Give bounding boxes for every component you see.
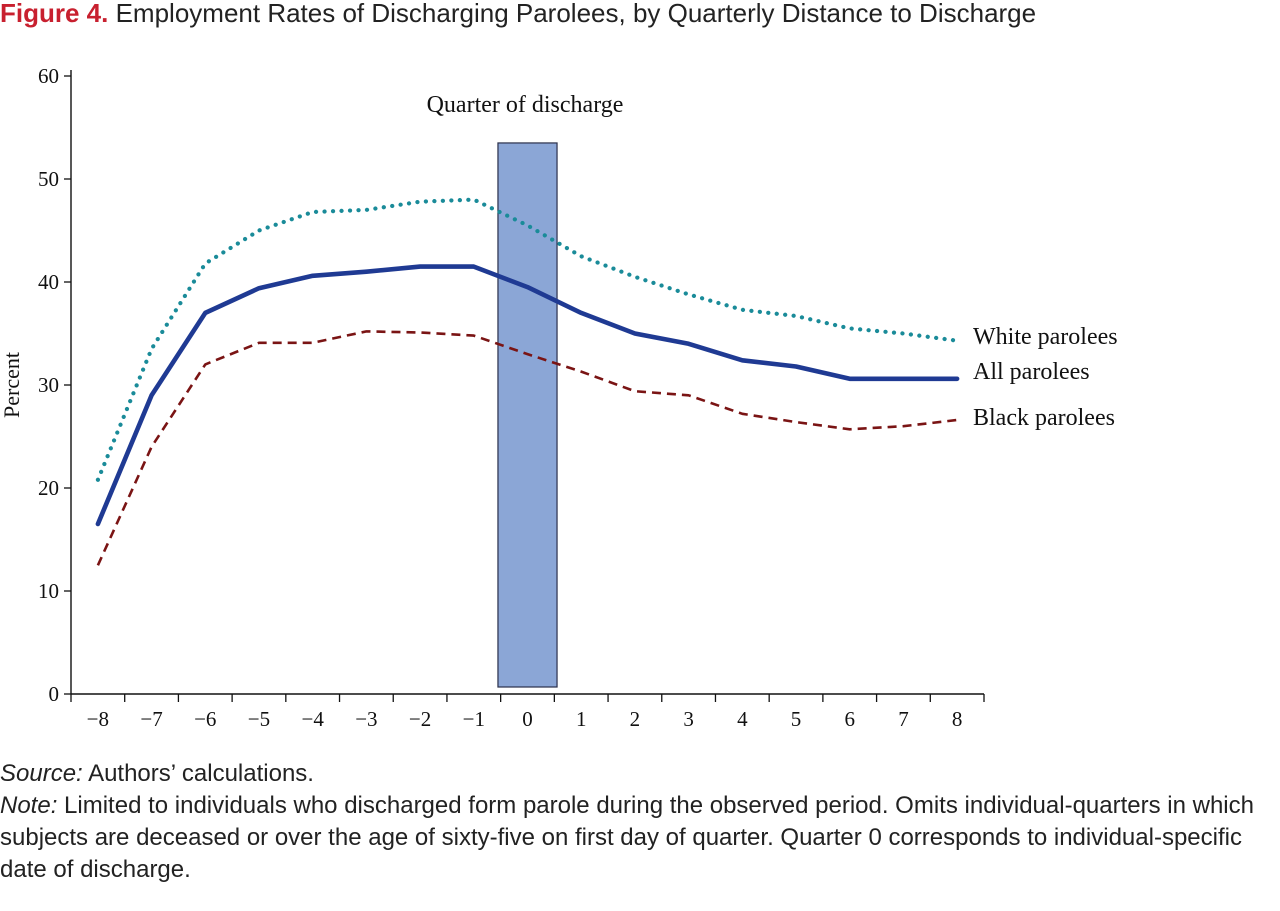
figure-notes: Source: Authors’ calculations. Note: Lim… <box>0 758 1280 886</box>
y-tick-label: 0 <box>49 682 60 706</box>
x-tick-label: −7 <box>140 707 162 731</box>
figure-number: Figure 4. <box>0 0 109 28</box>
y-tick-label: 30 <box>38 373 59 397</box>
series-lines <box>95 197 960 566</box>
figure-title: Figure 4. Employment Rates of Dischargin… <box>0 0 1036 29</box>
series-labels: White parolees All parolees Black parolees <box>973 324 1118 431</box>
x-tick-label: −5 <box>248 707 270 731</box>
x-tick-label: −1 <box>463 707 485 731</box>
series-label-black-parolees: Black parolees <box>973 405 1115 431</box>
x-tick-label: 7 <box>898 707 909 731</box>
note-label: Note: <box>0 792 58 819</box>
series-line-all-parolees <box>95 264 960 527</box>
x-tick-label: −6 <box>194 707 216 731</box>
x-tick-label: −2 <box>409 707 431 731</box>
discharge-highlight-layer: Quarter of discharge <box>427 92 624 688</box>
x-tick-label: 8 <box>952 707 963 731</box>
note-text: Limited to individuals who discharged fo… <box>0 792 1254 883</box>
x-tick-label: 6 <box>844 707 855 731</box>
x-tick-label: −4 <box>302 707 325 731</box>
source-text: Authors’ calculations. <box>82 760 314 787</box>
y-tick-label: 10 <box>38 579 59 603</box>
discharge-band <box>497 142 558 688</box>
x-tick-label: 5 <box>791 707 802 731</box>
y-axis-label: Percent <box>0 352 24 418</box>
y-tick-label: 60 <box>38 64 59 88</box>
y-tick-label: 50 <box>38 167 59 191</box>
x-tick-label: 3 <box>683 707 694 731</box>
x-tick-label: 0 <box>522 707 533 731</box>
x-tick-label: 4 <box>737 707 748 731</box>
series-label-white-parolees: White parolees <box>973 324 1118 350</box>
x-tick-label: 1 <box>576 707 587 731</box>
series-line-black-parolees <box>96 330 958 566</box>
source-label: Source: <box>0 760 83 787</box>
y-tick-label: 20 <box>38 476 59 500</box>
series-label-all-parolees: All parolees <box>973 359 1090 385</box>
note-line: Note: Limited to individuals who dischar… <box>0 790 1280 886</box>
x-tick-label: −8 <box>87 707 109 731</box>
figure-title-text: Employment Rates of Discharging Parolees… <box>115 0 1037 28</box>
discharge-band-label: Quarter of discharge <box>427 92 624 118</box>
y-tick-label: 40 <box>38 270 59 294</box>
x-tick-label: −3 <box>355 707 377 731</box>
source-line: Source: Authors’ calculations. <box>0 758 1280 790</box>
x-tick-label: 2 <box>630 707 641 731</box>
axes: 0 10 20 30 40 50 60 −8 −7 −6 −5 −4 −3 −2 −1 0 1 2 3 4 5 6 7 8 Pe… <box>0 64 985 731</box>
